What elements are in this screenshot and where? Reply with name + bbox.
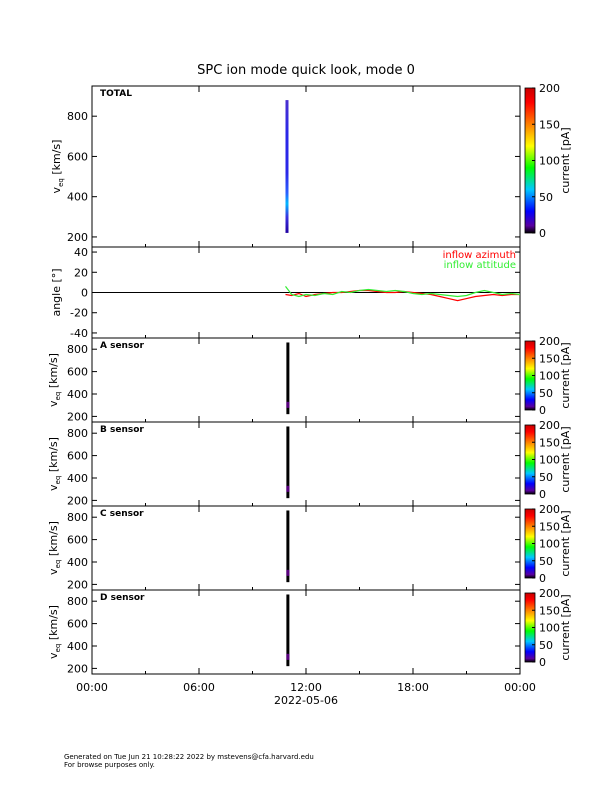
colorbar-tick-label: 200 xyxy=(539,587,560,600)
colorbar-tick-label: 50 xyxy=(539,387,553,400)
colorbar-tick-label: 150 xyxy=(539,118,560,131)
panel-frame-4 xyxy=(91,505,521,591)
spectrum-data-streak xyxy=(286,426,290,499)
colorbar-tick-label: 100 xyxy=(539,454,560,467)
spectrum-data-streak xyxy=(286,510,290,583)
y-tick-label: 400 xyxy=(67,388,88,401)
colorbar-tick-label: 50 xyxy=(539,639,553,652)
spectrum-data-streak xyxy=(286,342,290,415)
legend-label-attitude: inflow attitude xyxy=(444,260,516,271)
y-axis-label: veq [km/s] xyxy=(47,605,62,659)
y-axis-label: veq [km/s] xyxy=(47,521,62,575)
x-tick-label: 06:00 xyxy=(183,681,215,694)
y-tick-label: 400 xyxy=(67,640,88,653)
y-tick-label: 200 xyxy=(67,578,88,591)
spectrum-data-streak-low xyxy=(286,485,290,492)
colorbar-label: current [pA] xyxy=(559,594,572,660)
y-tick-label: 400 xyxy=(67,472,88,485)
y-tick-label: 400 xyxy=(67,556,88,569)
panel-label: D sensor xyxy=(100,593,145,603)
colorbar-tick-label: 0 xyxy=(539,404,546,417)
colorbar-tick-label: 150 xyxy=(539,520,560,533)
x-tick-label: 12:00 xyxy=(290,681,322,694)
colorbar-tick-label: 50 xyxy=(539,471,553,484)
colorbar-tick-label: 50 xyxy=(539,555,553,568)
y-axis-label: veq [km/s] xyxy=(47,353,62,407)
x-tick-label: 00:00 xyxy=(76,681,108,694)
x-tick-label: 00:00 xyxy=(504,681,536,694)
panel-frame-2 xyxy=(91,337,521,423)
series-line-attitude xyxy=(285,286,521,298)
colorbar-tick-label: 0 xyxy=(539,572,546,585)
y-tick-label: 800 xyxy=(67,110,88,123)
panel-label: B sensor xyxy=(100,425,144,435)
y-tick-label: 600 xyxy=(67,450,88,463)
colorbar-label: current [pA] xyxy=(559,127,572,193)
colorbar-tick-label: 100 xyxy=(539,622,560,635)
y-tick-label: 600 xyxy=(67,150,88,163)
y-tick-label: 600 xyxy=(67,618,88,631)
x-axis-date-label: 2022-05-06 xyxy=(274,694,338,707)
y-tick-label: 40 xyxy=(74,246,88,259)
colorbar-tick-label: 100 xyxy=(539,538,560,551)
colorbar-tick-label: 150 xyxy=(539,604,560,617)
y-tick-label: 800 xyxy=(67,511,88,524)
panel-frame-0 xyxy=(91,85,521,248)
y-tick-label: 200 xyxy=(67,662,88,675)
y-tick-label: 800 xyxy=(67,427,88,440)
legend-label-azimuth: inflow azimuth xyxy=(443,250,516,261)
y-axis-label: veq [km/s] xyxy=(50,140,65,194)
y-axis-label: angle [°] xyxy=(50,268,63,316)
y-tick-label: 600 xyxy=(67,534,88,547)
y-tick-label: 200 xyxy=(67,494,88,507)
colorbar-tick-label: 150 xyxy=(539,352,560,365)
y-tick-label: -40 xyxy=(70,327,88,340)
colorbar-tick-label: 0 xyxy=(539,488,546,501)
colorbar-label: current [pA] xyxy=(559,342,572,408)
colorbar-tick-label: 200 xyxy=(539,503,560,516)
spectrum-data-streak-low xyxy=(286,401,290,408)
y-tick-label: 20 xyxy=(74,266,88,279)
y-tick-label: 600 xyxy=(67,366,88,379)
y-tick-label: 800 xyxy=(67,343,88,356)
y-tick-label: 200 xyxy=(67,410,88,423)
spectrum-data-streak-low xyxy=(286,653,290,660)
y-tick-label: 800 xyxy=(67,595,88,608)
panel-label: TOTAL xyxy=(100,89,132,99)
colorbar-label: current [pA] xyxy=(559,510,572,576)
colorbar-tick-label: 0 xyxy=(539,227,546,240)
y-tick-label: 400 xyxy=(67,191,88,204)
y-tick-label: -20 xyxy=(70,307,88,320)
colorbar-tick-label: 50 xyxy=(539,191,553,204)
colorbar-tick-label: 100 xyxy=(539,155,560,168)
panel-frame-5 xyxy=(91,589,521,675)
panel-frame-3 xyxy=(91,421,521,507)
colorbar-tick-label: 0 xyxy=(539,656,546,669)
y-axis-label: veq [km/s] xyxy=(47,437,62,491)
panel-label: A sensor xyxy=(100,341,145,351)
spectrum-data-streak-low xyxy=(286,569,290,576)
y-tick-label: 0 xyxy=(81,287,88,300)
y-tick-label: 200 xyxy=(67,231,88,244)
footer-browse-line: For browse purposes only. xyxy=(64,761,155,769)
spectrum-data-streak xyxy=(285,100,289,233)
colorbar-tick-label: 100 xyxy=(539,370,560,383)
footer-generated-line: Generated on Tue Jun 21 10:28:22 2022 by… xyxy=(64,753,314,761)
x-tick-label: 18:00 xyxy=(397,681,429,694)
colorbar-tick-label: 200 xyxy=(539,82,560,95)
colorbar-tick-label: 200 xyxy=(539,419,560,432)
colorbar-label: current [pA] xyxy=(559,426,572,492)
colorbar-tick-label: 150 xyxy=(539,436,560,449)
panel-label: C sensor xyxy=(100,509,144,519)
colorbar-tick-label: 200 xyxy=(539,335,560,348)
spectrum-data-streak xyxy=(286,594,290,667)
chart-title: SPC ion mode quick look, mode 0 xyxy=(197,63,415,78)
